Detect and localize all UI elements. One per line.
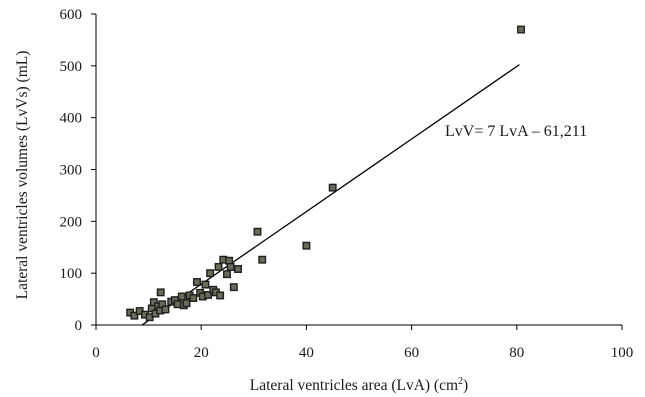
x-axis-title-superscript: 2 — [458, 376, 463, 387]
x-axis-title-main: Lateral ventricles area (LvA) (cm — [250, 377, 458, 394]
y-ticks: 0 100 200 300 400 500 600 — [60, 7, 96, 334]
y-axis-title: Lateral ventricles volumes (LvVs) (mL) — [14, 51, 31, 300]
data-point — [189, 294, 198, 302]
x-tick-label: 60 — [404, 345, 419, 361]
y-tick-label: 200 — [60, 214, 83, 230]
data-point — [302, 241, 311, 250]
data-point — [173, 300, 182, 309]
regression-equation: LvV= 7 LvA – 61,211 — [445, 123, 587, 140]
data-point — [226, 262, 235, 271]
y-tick-label: 100 — [60, 266, 83, 282]
data-point — [223, 270, 231, 279]
x-tick-label: 80 — [509, 345, 524, 361]
data-point — [161, 305, 170, 314]
data-point — [328, 183, 337, 192]
data-point — [193, 278, 201, 286]
data-points — [126, 25, 525, 322]
y-tick-label: 500 — [60, 59, 83, 75]
data-point — [182, 299, 191, 308]
data-point — [206, 269, 215, 278]
data-point — [214, 262, 223, 271]
data-point — [234, 265, 242, 273]
data-point — [204, 290, 212, 299]
data-point — [156, 288, 165, 297]
y-tick-label: 300 — [60, 163, 83, 179]
x-tick-label: 0 — [92, 345, 100, 361]
x-tick-label: 20 — [194, 345, 209, 361]
data-point — [201, 280, 210, 289]
x-axis-title: Lateral ventricles area (LvA) (cm2) — [250, 376, 468, 394]
x-tick-label: 40 — [299, 345, 314, 361]
y-tick-label: 400 — [60, 111, 83, 127]
data-point — [130, 311, 139, 320]
data-point — [517, 25, 525, 34]
data-point — [216, 291, 225, 300]
data-point — [149, 298, 158, 307]
data-point — [229, 283, 238, 292]
x-tick-label: 100 — [611, 345, 634, 361]
y-tick-label: 0 — [75, 318, 83, 334]
regression-line — [141, 64, 520, 326]
x-ticks: 0 20 40 60 80 100 — [92, 325, 633, 361]
x-axis-title-suffix: ) — [463, 377, 468, 394]
plot-area: 0 100 200 300 400 500 600 0 20 40 60 80 100 — [60, 7, 634, 361]
data-point — [258, 255, 267, 264]
y-tick-label: 600 — [60, 7, 83, 23]
data-point — [253, 227, 262, 236]
data-point — [177, 292, 186, 301]
